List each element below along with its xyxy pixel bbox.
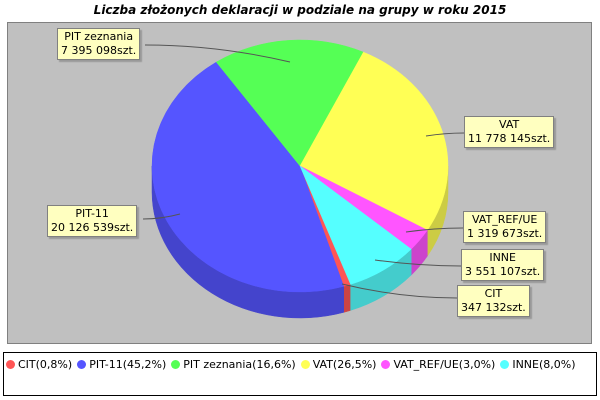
slice-label: VAT_REF/UE 1 319 673szt.	[463, 211, 547, 243]
chart-title: Liczba złożonych deklaracji w podziale n…	[93, 3, 507, 17]
pie-chart	[142, 39, 465, 319]
pie-side-cit	[343, 284, 351, 313]
leader-line	[142, 213, 181, 220]
legend-label: CIT(0,8%)	[18, 358, 73, 371]
legend-item: CIT(0,8%)	[6, 355, 72, 374]
slice-label: VAT 11 778 145szt.	[464, 116, 555, 148]
slice-label-name: INNE	[489, 251, 516, 264]
legend-label: INNE(8,0%)	[512, 358, 576, 371]
slice-label-value: 20 126 539szt.	[51, 221, 134, 234]
pie-slice-inne	[299, 165, 412, 285]
slice-label-value: 347 132szt.	[461, 301, 526, 314]
slice-label-name: VAT_REF/UE	[471, 213, 538, 226]
legend-label: PIT zeznania(16,6%)	[183, 358, 296, 371]
slice-label: INNE 3 551 107szt.	[461, 249, 545, 281]
slice-label-name: PIT zeznania	[64, 30, 134, 43]
legend-marker-icon	[6, 360, 15, 369]
slice-label-name: VAT	[499, 118, 520, 131]
legend-item: PIT zeznania(16,6%)	[171, 355, 296, 374]
legend-item: VAT(26,5%)	[300, 355, 377, 374]
legend-marker-icon	[300, 360, 310, 369]
legend-marker-icon	[381, 360, 391, 369]
legend-item: VAT_REF/UE(3,0%)	[381, 355, 495, 374]
pie-slice-vat	[299, 51, 449, 231]
leader-line	[405, 227, 464, 233]
legend-label: VAT(26,5%)	[312, 358, 377, 371]
legend-label: VAT_REF/UE(3,0%)	[393, 358, 496, 371]
pie-slice-pit-11	[151, 61, 345, 293]
legend-item: PIT-11(45,2%)	[77, 355, 166, 374]
legend-marker-icon	[500, 360, 510, 369]
slice-label: PIT-11 20 126 539szt.	[47, 205, 138, 237]
legend-item: INNE(8,0%)	[500, 355, 576, 374]
legend-label: PIT-11(45,2%)	[89, 358, 167, 371]
legend-marker-icon	[171, 360, 181, 369]
slice-label-name: CIT	[484, 287, 503, 300]
legend: CIT(0,8%) PIT-11(45,2%) PIT zeznania(16,6%…	[3, 352, 597, 396]
leader-line	[425, 132, 465, 137]
leader-line	[341, 283, 458, 299]
slice-label: CIT 347 132szt.	[457, 285, 530, 317]
slice-label-value: 7 395 098szt.	[61, 44, 137, 57]
slice-label-name: PIT-11	[75, 207, 109, 220]
pie-slice-pit-zeznania	[215, 39, 364, 167]
slice-label-value: 3 551 107szt.	[465, 265, 541, 278]
leader-line	[374, 259, 462, 267]
slice-label-value: 11 778 145szt.	[468, 132, 551, 145]
slice-label: PIT zeznania 7 395 098szt.	[57, 28, 141, 60]
slice-label-value: 1 319 673szt.	[467, 227, 543, 240]
leader-line	[144, 44, 291, 63]
legend-marker-icon	[77, 360, 87, 369]
